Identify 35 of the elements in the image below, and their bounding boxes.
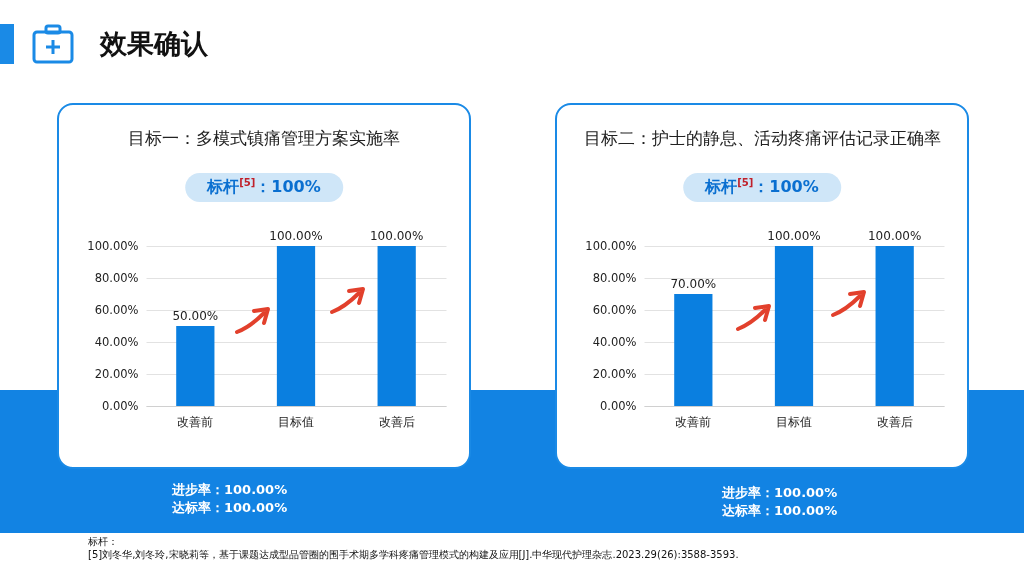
data-label: 100.00% bbox=[767, 229, 821, 243]
data-label: 100.00% bbox=[269, 229, 323, 243]
y-tick-label: 80.00% bbox=[592, 270, 637, 285]
y-tick-label: 40.00% bbox=[592, 334, 637, 349]
x-tick-label: 改善后 bbox=[378, 414, 415, 429]
data-label: 50.00% bbox=[172, 309, 219, 323]
y-tick-label: 20.00% bbox=[592, 366, 637, 381]
x-tick-label: 目标值 bbox=[278, 414, 314, 429]
text: 标杆： bbox=[88, 535, 119, 548]
x-tick-label: 改善后 bbox=[876, 414, 913, 429]
text: 达标率：100.00% bbox=[722, 502, 838, 520]
text: 进步率：100.00% bbox=[172, 481, 288, 499]
x-tick-label: 改善前 bbox=[675, 414, 712, 429]
chart-subtitle: 标杆$^{[5]}$：100% bbox=[185, 173, 343, 203]
chart-title: 目标一：多模式镇痛管理方案实施率 bbox=[127, 127, 401, 150]
y-tick-label: 0.00% bbox=[101, 398, 139, 413]
text: 达标率：100.00% bbox=[172, 499, 288, 517]
data-label: 100.00% bbox=[867, 229, 922, 243]
text: 进步率：100.00% bbox=[722, 484, 838, 502]
chart-subtitle: 标杆$^{[5]}$：100% bbox=[683, 173, 841, 203]
text: 效果确认 bbox=[100, 27, 208, 61]
x-tick-label: 目标值 bbox=[776, 414, 812, 429]
chart-title: 目标二：护士的静息、活动疼痛评估记录正确率 bbox=[582, 127, 942, 150]
y-tick-label: 100.00% bbox=[87, 238, 139, 253]
y-tick-label: 0.00% bbox=[599, 398, 637, 413]
y-tick-label: 60.00% bbox=[94, 302, 139, 317]
data-label: 70.00% bbox=[670, 277, 717, 291]
y-tick-label: 80.00% bbox=[94, 270, 139, 285]
y-tick-label: 20.00% bbox=[94, 366, 139, 381]
data-label: 100.00% bbox=[369, 229, 424, 243]
x-tick-label: 改善前 bbox=[177, 414, 214, 429]
y-tick-label: 100.00% bbox=[585, 238, 637, 253]
text: [5]刘冬华,刘冬玲,宋晓莉等，基于课题达成型品管圈的围手术期多学科疼痛管理模式的构建及应用[J].中华现代护理杂志.2023.29(26):3588-3593. bbox=[88, 548, 739, 561]
y-tick-label: 40.00% bbox=[94, 334, 139, 349]
y-tick-label: 60.00% bbox=[592, 302, 637, 317]
